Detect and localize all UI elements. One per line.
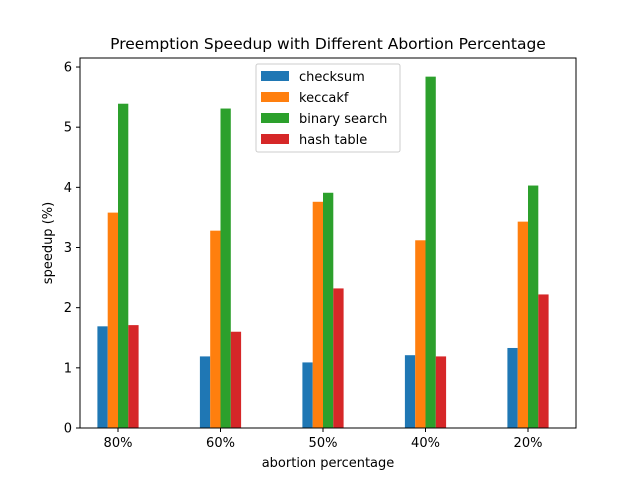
- x-tick-label: 50%: [309, 436, 338, 451]
- bar-hash-table-4: [538, 294, 549, 428]
- y-axis-label: speedup (%): [41, 202, 56, 284]
- bar-hash-table-2: [333, 288, 344, 428]
- bar-checksum-2: [302, 362, 313, 428]
- bar-binary-search-4: [528, 185, 539, 428]
- legend-label-binary-search: binary search: [299, 112, 387, 127]
- bar-keccakf-4: [517, 221, 528, 428]
- bar-keccakf-0: [107, 212, 118, 428]
- bar-keccakf-3: [415, 240, 426, 428]
- bar-keccakf-2: [312, 201, 323, 428]
- bar-binary-search-1: [220, 108, 231, 428]
- y-tick-label: 6: [64, 61, 72, 76]
- x-tick-label: 40%: [411, 436, 440, 451]
- y-tick-label: 2: [64, 301, 72, 316]
- plot-area-frame: [79, 57, 577, 429]
- legend-swatch-binary-search: [261, 113, 289, 123]
- y-tick-label: 0: [64, 422, 72, 437]
- x-axis-label: abortion percentage: [262, 456, 395, 471]
- bar-binary-search-3: [425, 76, 436, 429]
- legend-label-hash-table: hash table: [299, 133, 367, 148]
- y-tick-label: 3: [64, 241, 72, 256]
- bar-binary-search-0: [118, 103, 129, 428]
- legend-swatch-hash-table: [261, 134, 289, 144]
- bar-hash-table-3: [435, 356, 447, 428]
- bar-checksum-0: [97, 326, 108, 428]
- legend-label-checksum: checksum: [299, 70, 365, 85]
- bar-hash-table-1: [230, 331, 242, 428]
- bar-checksum-1: [199, 356, 211, 428]
- y-tick-label: 5: [64, 121, 72, 136]
- bar-checksum-4: [507, 347, 518, 428]
- x-ticks-group: 80% 60% 50% 40% 20%: [104, 428, 543, 451]
- y-tick-label: 1: [64, 361, 72, 376]
- bar-binary-search-2: [323, 192, 334, 428]
- x-tick-label: 80%: [104, 436, 133, 451]
- x-tick-label: 60%: [206, 436, 235, 451]
- bar-checksum-3: [404, 355, 416, 428]
- legend-label-keccakf: keccakf: [299, 91, 349, 106]
- legend-swatch-keccakf: [261, 92, 289, 102]
- bars-group: [97, 76, 549, 429]
- y-tick-label: 4: [64, 181, 72, 196]
- legend: checksum keccakf binary search hash table: [255, 63, 401, 153]
- bar-keccakf-1: [210, 230, 221, 428]
- chart-title: Preemption Speedup with Different Aborti…: [110, 35, 546, 53]
- legend-swatch-checksum: [261, 71, 289, 81]
- legend-frame: [255, 63, 401, 153]
- y-ticks-group: 0 1 2 3 4 5 6: [64, 61, 80, 437]
- x-tick-label: 20%: [514, 436, 543, 451]
- bar-hash-table-0: [128, 325, 139, 428]
